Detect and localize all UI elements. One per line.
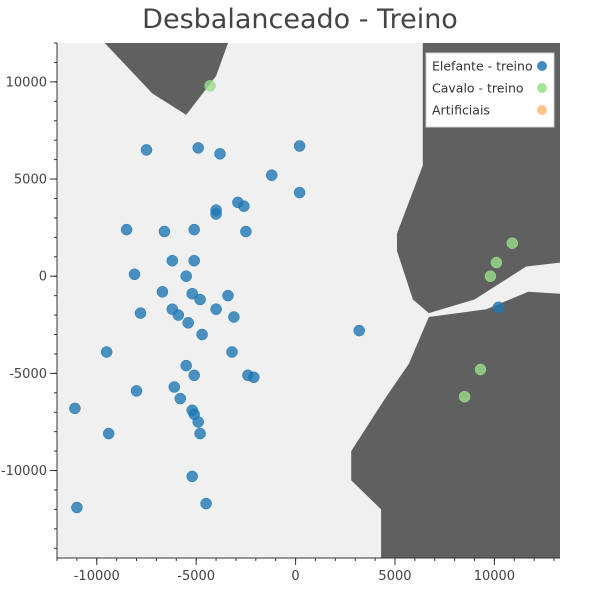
data-point-series-1: [102, 427, 115, 440]
data-point-series-1: [226, 346, 238, 358]
data-point-series-1: [140, 144, 153, 156]
data-point-series-1: [210, 303, 222, 315]
data-point-series-1: [192, 416, 204, 428]
legend-label: Artificiais: [432, 103, 490, 118]
data-point-series-1: [194, 427, 206, 440]
data-point-series-2: [490, 256, 503, 269]
data-point-series-1: [214, 148, 226, 160]
data-point-series-1: [265, 169, 278, 181]
data-point-series-2: [474, 363, 487, 376]
data-point-series-1: [180, 270, 192, 282]
legend: Elefante - treino Cavalo - treino Artifici…: [425, 52, 555, 128]
chart-title: Desbalanceado - Treino: [142, 4, 458, 35]
data-point-series-1: [492, 301, 505, 314]
data-point-series-2: [204, 80, 216, 92]
data-point-series-1: [192, 142, 204, 154]
data-point-series-1: [120, 223, 133, 236]
data-point-series-1: [172, 309, 185, 321]
data-point-series-1: [200, 497, 212, 510]
data-point-series-1: [130, 385, 143, 397]
data-point-series-1: [228, 311, 240, 323]
data-point-series-1: [293, 186, 306, 199]
data-point-series-1: [180, 359, 192, 372]
data-point-series-1: [353, 324, 365, 337]
data-point-series-1: [158, 225, 171, 238]
data-point-series-1: [238, 200, 250, 212]
data-point-series-1: [186, 470, 198, 483]
data-point-series-2: [484, 270, 497, 282]
data-point-series-2: [458, 390, 471, 403]
data-point-series-1: [293, 140, 306, 152]
y-tick-label: 10000: [6, 75, 47, 90]
data-point-series-1: [196, 328, 208, 341]
data-point-series-1: [134, 307, 147, 319]
data-point-series-1: [222, 289, 234, 302]
y-tick-label: 5000: [14, 173, 47, 188]
y-tick-label: -10000: [1, 464, 47, 479]
data-point-series-1: [240, 225, 252, 238]
legend-label: Cavalo - treino: [432, 81, 524, 96]
data-point-series-1: [166, 254, 179, 267]
decision-region-dark-1: [104, 43, 228, 115]
data-point-series-1: [156, 286, 169, 298]
x-tick-label: 10000: [474, 569, 515, 584]
data-point-series-1: [210, 208, 222, 220]
data-point-series-1: [194, 293, 206, 306]
data-point-series-1: [188, 223, 200, 236]
legend-marker: [537, 83, 547, 93]
x-tick-label: -10000: [74, 569, 120, 584]
axes: -10000 -5000 0 5000 10000 -10000 -5000 0 5000 100…: [1, 42, 560, 584]
legend-marker: [537, 61, 547, 71]
x-tick-label: -5000: [177, 569, 215, 584]
data-point-series-1: [182, 317, 194, 329]
decision-region-dark-3: [351, 291, 560, 558]
data-points: [69, 80, 519, 514]
data-point-series-1: [71, 501, 83, 514]
data-point-series-1: [188, 369, 200, 382]
data-point-series-1: [186, 287, 198, 300]
legend-label: Elefante - treino: [432, 59, 533, 74]
data-point-series-1: [188, 254, 200, 267]
y-tick-label: 0: [39, 270, 47, 285]
data-point-series-1: [174, 392, 187, 405]
legend-box: [425, 52, 555, 128]
data-point-series-2: [506, 237, 519, 249]
x-tick-label: 0: [291, 569, 299, 584]
data-point-series-1: [248, 371, 260, 384]
data-point-series-1: [69, 402, 81, 415]
y-tick-label: -5000: [9, 367, 47, 382]
data-point-series-1: [100, 346, 113, 358]
data-point-series-1: [128, 268, 141, 281]
legend-marker: [537, 105, 547, 115]
data-point-series-1: [168, 381, 181, 393]
x-tick-label: 5000: [378, 569, 411, 584]
